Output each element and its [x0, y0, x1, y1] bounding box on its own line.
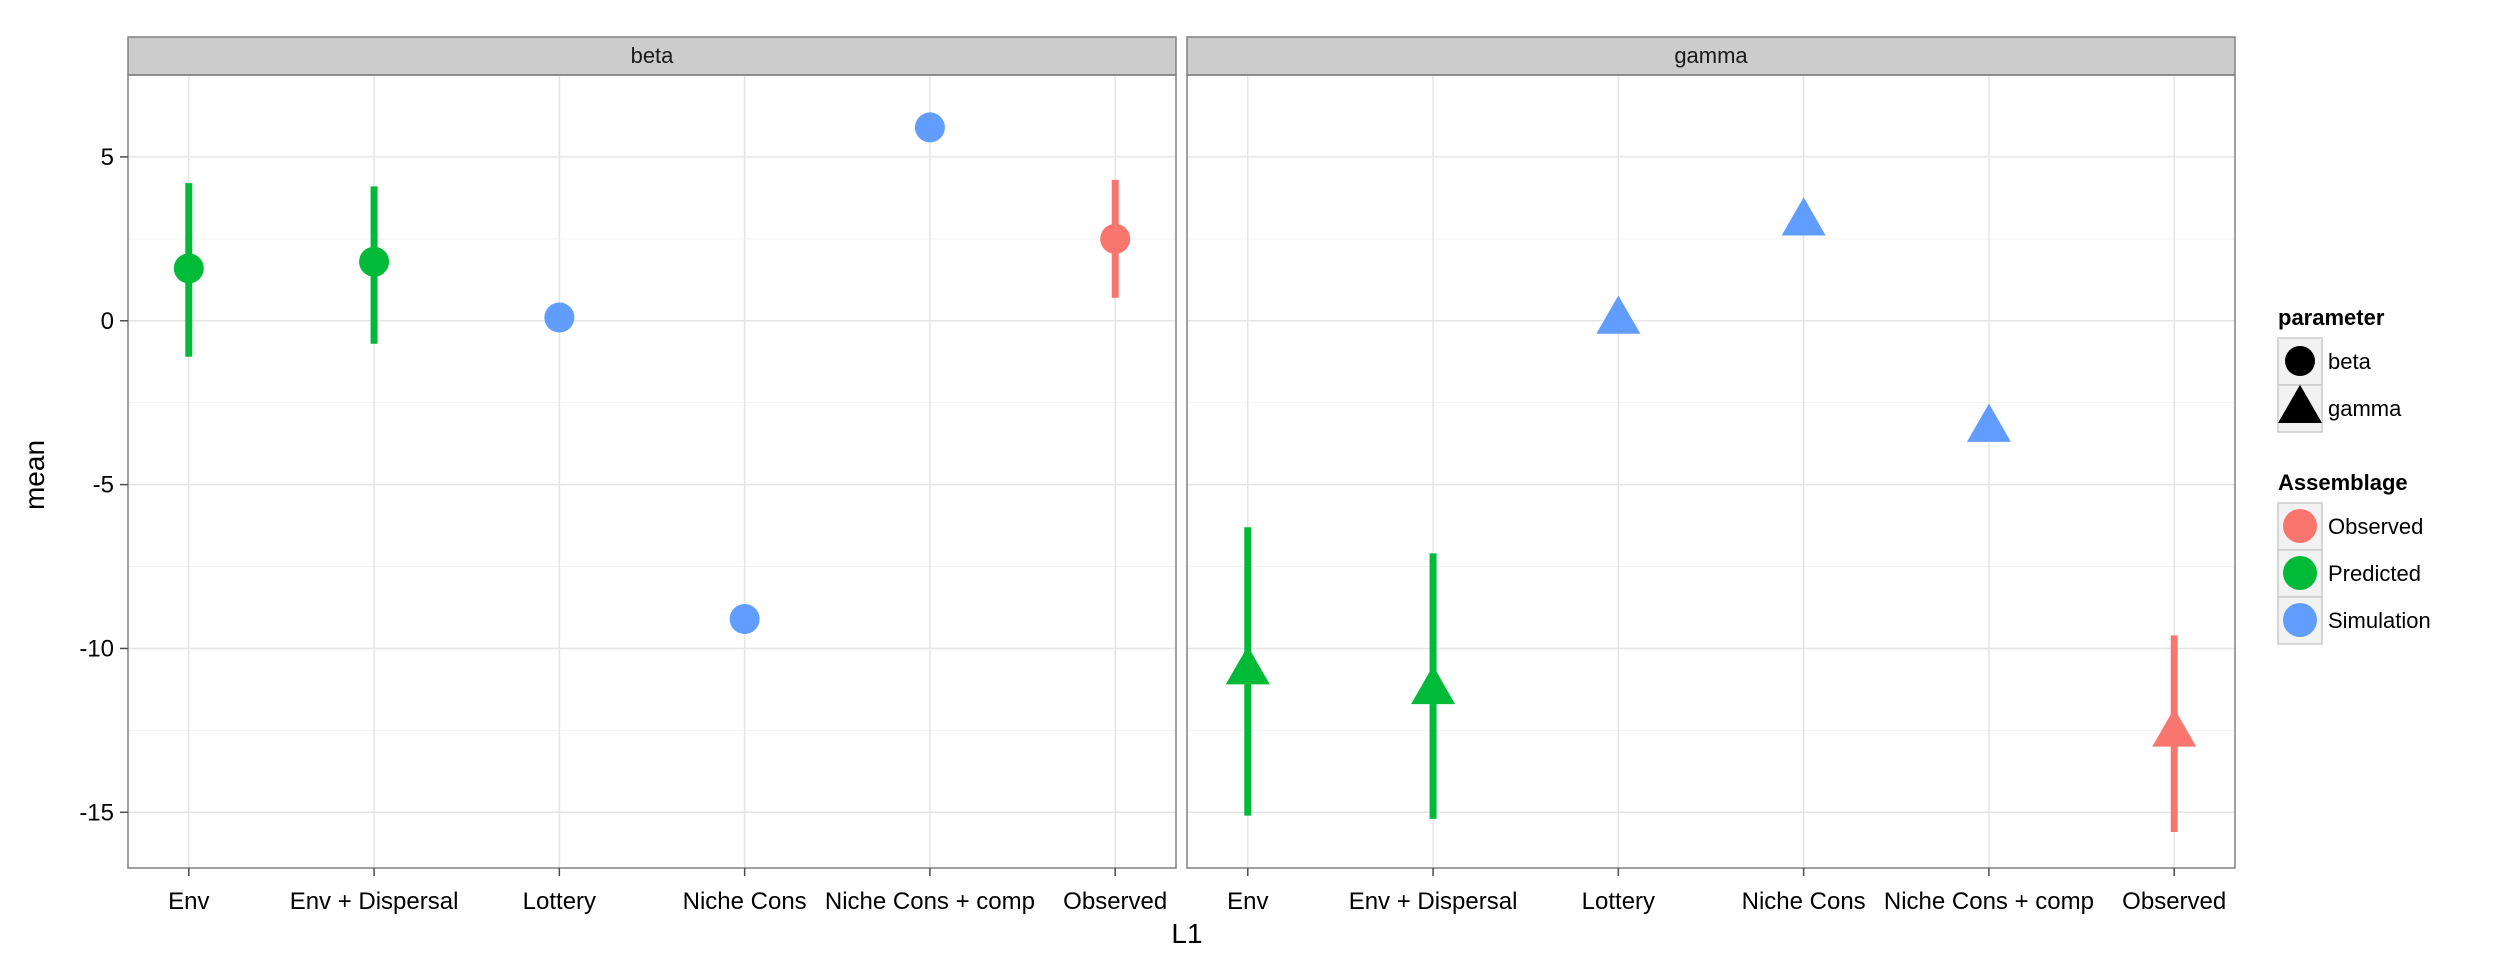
legend-title: parameter: [2278, 305, 2385, 330]
data-point-env-dispersal: [359, 186, 390, 344]
legend-item-gamma: gamma: [2277, 384, 2402, 433]
x-tick-label: Niche Cons + comp: [825, 888, 1035, 915]
facet-panel-gamma: gamma Env Env + Dispersal Lottery Niche Cons…: [1186, 36, 2236, 915]
point-marker-circle: [544, 302, 575, 333]
y-tick-label: 5: [101, 144, 114, 171]
legend-item-observed: Observed: [2277, 502, 2423, 551]
data-point-env: [173, 183, 204, 357]
x-tick-label: Env + Dispersal: [290, 888, 459, 915]
y-tick-label: -5: [93, 472, 114, 499]
data-point-niche-cons: [1781, 197, 1826, 236]
legend-triangle-symbol: [2278, 384, 2322, 424]
legend-label: beta: [2328, 349, 2372, 374]
facet-strip-label: beta: [631, 43, 675, 68]
panel-border: [127, 74, 1177, 869]
panel-background: [128, 75, 1176, 868]
x-tick-label: Niche Cons: [683, 888, 807, 915]
data-point-observed: [1100, 179, 1131, 298]
data-point-niche-cons-comp: [1966, 403, 2011, 442]
legend-color-swatch: [2283, 603, 2317, 637]
legend-parameter: parameter beta gamma: [2277, 305, 2402, 433]
point-marker-circle: [173, 253, 204, 284]
point-marker-circle: [359, 246, 390, 277]
legend-circle-symbol: [2285, 346, 2315, 376]
x-tick-label: Niche Cons + comp: [1884, 888, 2094, 915]
legend-label: Observed: [2328, 514, 2423, 539]
point-marker-triangle: [1596, 295, 1641, 334]
x-tick-label: Env: [1227, 888, 1268, 915]
y-tick-label: -15: [79, 799, 114, 826]
x-tick-label: Observed: [2122, 888, 2226, 915]
data-point-niche-cons-comp: [914, 112, 945, 143]
point-marker-circle: [914, 112, 945, 143]
y-tick-label: 0: [101, 308, 114, 335]
data-point-lottery: [544, 302, 575, 333]
panel-border: [1186, 74, 2236, 869]
point-marker-triangle: [1966, 403, 2011, 442]
legend-label: Simulation: [2328, 608, 2431, 633]
legend-color-swatch: [2283, 509, 2317, 543]
legend-item-predicted: Predicted: [2277, 549, 2421, 598]
legend-label: gamma: [2328, 396, 2402, 421]
data-point-niche-cons: [729, 603, 760, 634]
legend-item-beta: beta: [2277, 337, 2372, 386]
legend-title: Assemblage: [2278, 470, 2408, 495]
legend-item-simulation: Simulation: [2277, 596, 2431, 645]
point-marker-circle: [1100, 223, 1131, 254]
facet-strip-label: gamma: [1674, 43, 1748, 68]
y-axis-title: mean: [19, 440, 50, 510]
legend-label: Predicted: [2328, 561, 2421, 586]
x-tick-label: Lottery: [523, 888, 596, 915]
data-point-observed: [2152, 635, 2197, 832]
x-tick-label: Niche Cons: [1742, 888, 1866, 915]
y-tick-label: -10: [79, 635, 114, 662]
point-marker-circle: [729, 603, 760, 634]
x-tick-label: Env: [168, 888, 209, 915]
point-marker-triangle: [1781, 197, 1826, 236]
point-marker-triangle: [2152, 708, 2197, 747]
data-point-env-dispersal: [1411, 553, 1456, 819]
x-tick-label: Env + Dispersal: [1349, 888, 1518, 915]
point-marker-triangle: [1225, 646, 1270, 685]
legend-assemblage: Assemblage Observed Predicted Simulation: [2277, 470, 2431, 645]
data-point-env: [1225, 527, 1270, 816]
facet-panel-beta: beta Env Env + Dispersal Lottery Niche Cons N…: [79, 36, 1177, 915]
facet-strip: [1186, 36, 2236, 76]
facet-strip: [127, 36, 1177, 76]
point-marker-triangle: [1411, 665, 1456, 705]
x-tick-label: Observed: [1063, 888, 1167, 915]
x-tick-label: Lottery: [1582, 888, 1655, 915]
panel-background: [1187, 75, 2235, 868]
x-axis-title: L1: [1171, 918, 1202, 949]
legend-color-swatch: [2283, 556, 2317, 590]
data-point-lottery: [1596, 295, 1641, 334]
